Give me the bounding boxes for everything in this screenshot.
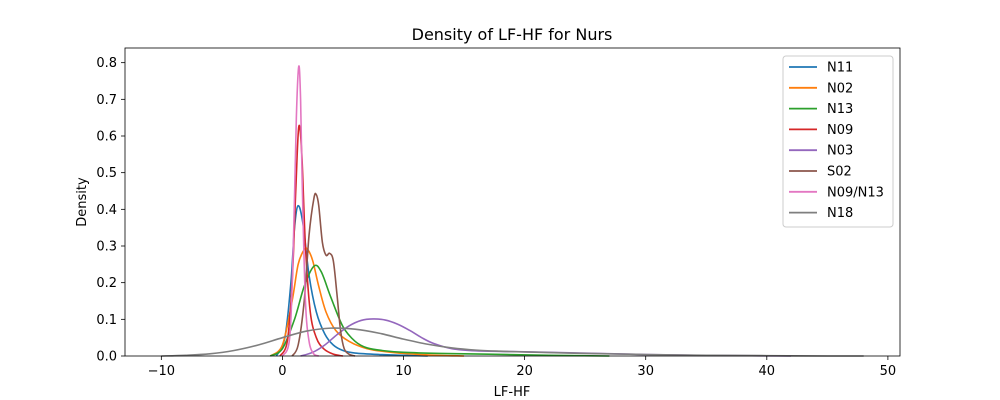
y-tick-label: 0.5 <box>96 166 117 181</box>
plot-frame <box>124 47 901 357</box>
x-tick-label: 0 <box>278 364 286 379</box>
x-tick-label: −10 <box>148 364 175 379</box>
y-tick-label: 0.7 <box>96 93 117 108</box>
y-tick-label: 0.3 <box>96 240 117 255</box>
series-line-n09-n13 <box>281 65 320 357</box>
plot-area <box>124 47 901 357</box>
series-line-s02 <box>291 192 356 357</box>
legend-label-n03: N03 <box>827 144 853 159</box>
x-axis: −10 0 10 20 30 40 50 <box>148 356 897 379</box>
legend-label-n02: N02 <box>827 81 853 96</box>
x-tick-label: 30 <box>637 364 654 379</box>
legend-label-n09-n13: N09/N13 <box>827 185 884 200</box>
series-line-n13 <box>269 264 610 357</box>
legend-box <box>782 55 894 228</box>
legend-label-s02: S02 <box>827 165 852 180</box>
y-tick-label: 0.1 <box>96 313 117 328</box>
x-axis-label: LF-HF <box>494 385 531 400</box>
y-axis: 0.0 0.1 0.2 0.3 0.4 0.5 0.6 0.7 0.8 <box>96 56 125 365</box>
legend-label-n11: N11 <box>827 61 853 76</box>
y-tick-label: 0.4 <box>96 203 117 218</box>
x-tick-label: 20 <box>516 364 533 379</box>
series-line-n02 <box>269 247 465 357</box>
y-tick-label: 0.8 <box>96 56 117 71</box>
x-tick-label: 50 <box>880 364 897 379</box>
y-tick-label: 0.2 <box>96 276 117 291</box>
legend-label-n09: N09 <box>827 123 853 138</box>
y-tick-label: 0.0 <box>96 350 117 365</box>
series-lines <box>161 65 864 357</box>
x-tick-label: 10 <box>395 364 412 379</box>
legend-label-n18: N18 <box>827 206 853 221</box>
y-tick-label: 0.6 <box>96 130 117 145</box>
y-axis-label: Density <box>75 177 90 227</box>
legend: N11 N02 N13 N09 N03 S02 N09/N13 N18 <box>782 55 894 228</box>
series-line-n18 <box>161 327 864 357</box>
chart-title: Density of LF-HF for Nurs <box>412 25 613 44</box>
x-tick-label: 40 <box>759 364 776 379</box>
series-line-n09 <box>279 124 344 357</box>
legend-label-n13: N13 <box>827 102 853 117</box>
